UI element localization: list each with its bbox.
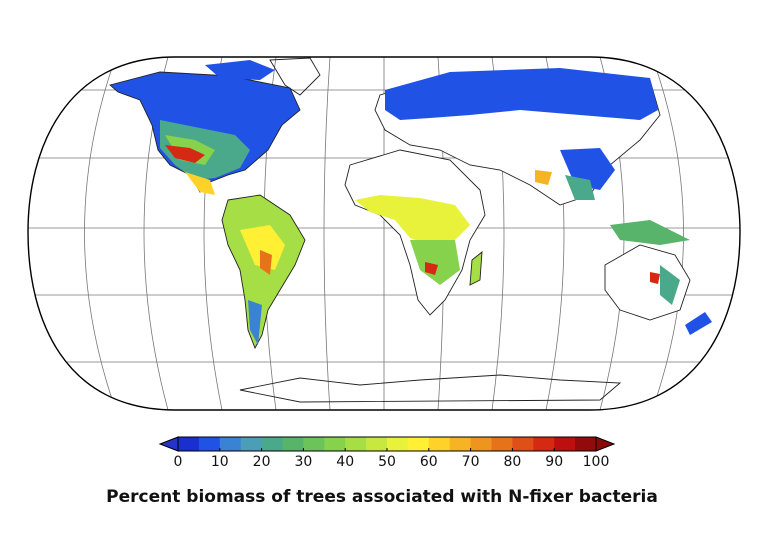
colorbar-tick-label: 20 <box>253 454 271 470</box>
colorbar-swatch <box>282 437 304 451</box>
colorbar-swatch <box>491 437 513 451</box>
colorbar-tick-label: 40 <box>336 454 354 470</box>
colorbar-swatch <box>554 437 576 451</box>
colorbar-swatch <box>198 437 221 451</box>
colorbar-swatch <box>575 437 597 451</box>
colorbar-swatch <box>219 437 242 451</box>
colorbar-swatch <box>512 437 534 451</box>
colorbar-swatch <box>366 437 388 451</box>
colorbar-swatch <box>261 437 283 451</box>
colorbar: 0 10 20 30 40 50 60 70 80 90 100 <box>158 436 616 470</box>
colorbar-tick-label: 30 <box>294 454 312 470</box>
colorbar-swatch <box>407 437 430 451</box>
colorbar-tick-label: 70 <box>462 454 480 470</box>
map-outline <box>27 56 741 411</box>
colorbar-swatch <box>428 437 451 451</box>
colorbar-swatch <box>303 437 325 451</box>
colorbar-swatch <box>345 437 367 451</box>
colorbar-tick-label: 10 <box>211 454 229 470</box>
colorbar-tick-label: 50 <box>378 454 396 470</box>
colorbar-tick-label: 80 <box>503 454 521 470</box>
colorbar-swatch <box>387 437 409 451</box>
colorbar-swatch <box>470 437 492 451</box>
colorbar-swatch <box>178 437 200 451</box>
colorbar-over <box>595 436 616 452</box>
colorbar-label: Percent biomass of trees associated with… <box>106 487 658 507</box>
colorbar-under <box>158 436 179 452</box>
colorbar-swatch <box>324 437 346 451</box>
colorbar-swatch <box>449 437 472 451</box>
colorbar-tick-label: 0 <box>174 454 183 470</box>
colorbar-swatch <box>533 437 555 451</box>
world-map <box>27 56 741 411</box>
colorbar-tick-label: 90 <box>545 454 563 470</box>
colorbar-swatch <box>240 437 263 451</box>
colorbar-tick-label: 60 <box>420 454 438 470</box>
colorbar-tick-label: 100 <box>583 454 610 470</box>
